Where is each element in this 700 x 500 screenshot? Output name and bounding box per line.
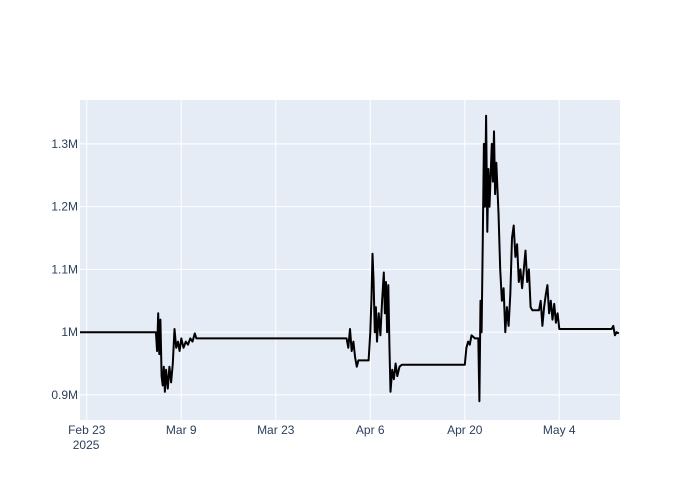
x-tick-label: Mar 9 <box>166 423 197 437</box>
y-tick-label: 0.9M <box>51 388 78 402</box>
y-axis-ticks: 0.9M 1M 1.1M 1.2M 1.3M <box>51 137 78 402</box>
x-tick-label: May 4 <box>543 423 576 437</box>
x-tick-year-label: 2025 <box>73 438 100 452</box>
x-tick-label: Apr 20 <box>447 423 483 437</box>
x-gridlines <box>86 100 560 420</box>
series-line <box>80 114 620 403</box>
x-tick-label: Feb 23 <box>68 423 106 437</box>
x-tick-label: Mar 23 <box>257 423 295 437</box>
x-tick-label: Apr 6 <box>356 423 385 437</box>
y-tick-label: 1.1M <box>51 262 78 276</box>
y-tick-label: 1.2M <box>51 200 78 214</box>
y-tick-label: 1.3M <box>51 137 78 151</box>
y-tick-label: 1M <box>61 325 78 339</box>
